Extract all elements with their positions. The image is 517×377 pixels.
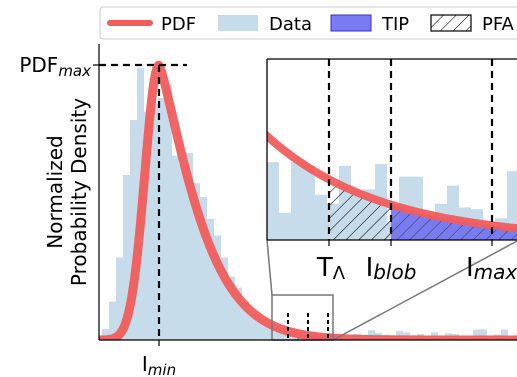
legend-pfa-swatch: [430, 14, 472, 32]
histogram-bar: [221, 257, 228, 340]
zoom-connector-left: [266, 239, 273, 296]
histogram-bar: [200, 197, 207, 340]
y-axis-label: NormalizedProbability Density: [43, 98, 91, 286]
histogram-bar: [228, 276, 235, 340]
inset-pdf-curve: [267, 130, 517, 233]
inset-histogram-bar: [291, 162, 303, 240]
zoom-connector-right: [332, 240, 517, 341]
histogram-bar: [151, 103, 158, 340]
legend-data-swatch: [218, 15, 258, 31]
legend-tip-swatch: [330, 14, 372, 32]
legend-pdf-label: PDF: [161, 14, 196, 35]
i-max-label: Imax: [466, 253, 517, 284]
histogram-bar: [102, 329, 109, 340]
inset-pfa-region: [329, 179, 391, 240]
t-lambda-label: TΛ: [316, 253, 346, 284]
histogram-bar: [179, 164, 186, 340]
legend: PDF Data TIP PFA: [99, 6, 517, 40]
histogram-bar: [263, 326, 270, 340]
histogram-bar: [130, 120, 137, 340]
inset-pdf-line: [267, 130, 517, 233]
histogram-bar: [123, 175, 130, 340]
histogram-bar: [501, 329, 508, 340]
legend-data-label: Data: [269, 14, 312, 35]
histogram-bar: [172, 155, 179, 340]
i-blob-label: Iblob: [366, 253, 417, 284]
pdf-max-label: PDFmax: [19, 53, 91, 80]
histogram-bar: [270, 326, 277, 340]
histogram-bar: [235, 287, 242, 340]
histogram-bar: [116, 257, 123, 340]
histogram-bar: [165, 84, 172, 340]
histogram-bar: [249, 312, 256, 340]
histogram-bar: [193, 183, 200, 340]
histogram-bar: [144, 111, 151, 340]
histogram-bar: [158, 98, 165, 340]
i-min-label: Imin: [142, 352, 176, 377]
inset-histogram-bar: [303, 165, 315, 240]
histogram-bar: [207, 219, 214, 340]
histogram-bar: [109, 301, 116, 340]
zoom-inset: TΛ Iblob Imax: [266, 58, 517, 284]
inset-histogram-bar: [507, 171, 517, 240]
histogram-bar: [214, 235, 221, 340]
histogram-bar: [242, 301, 249, 340]
histogram-bar: [186, 153, 193, 340]
histogram-bar: [277, 329, 284, 340]
legend-tip-label: TIP: [381, 14, 409, 35]
inset-histogram-bar: [315, 194, 327, 240]
legend-pfa-label: PFA: [482, 14, 515, 35]
legend-frame: [99, 6, 517, 40]
inset-histogram-bar: [267, 162, 279, 240]
histogram-bar: [256, 318, 263, 340]
inset-histogram-bar: [279, 212, 291, 240]
histogram-bar: [480, 329, 487, 340]
inset-pfa-area: [329, 179, 391, 240]
histogram-bar: [473, 329, 480, 340]
